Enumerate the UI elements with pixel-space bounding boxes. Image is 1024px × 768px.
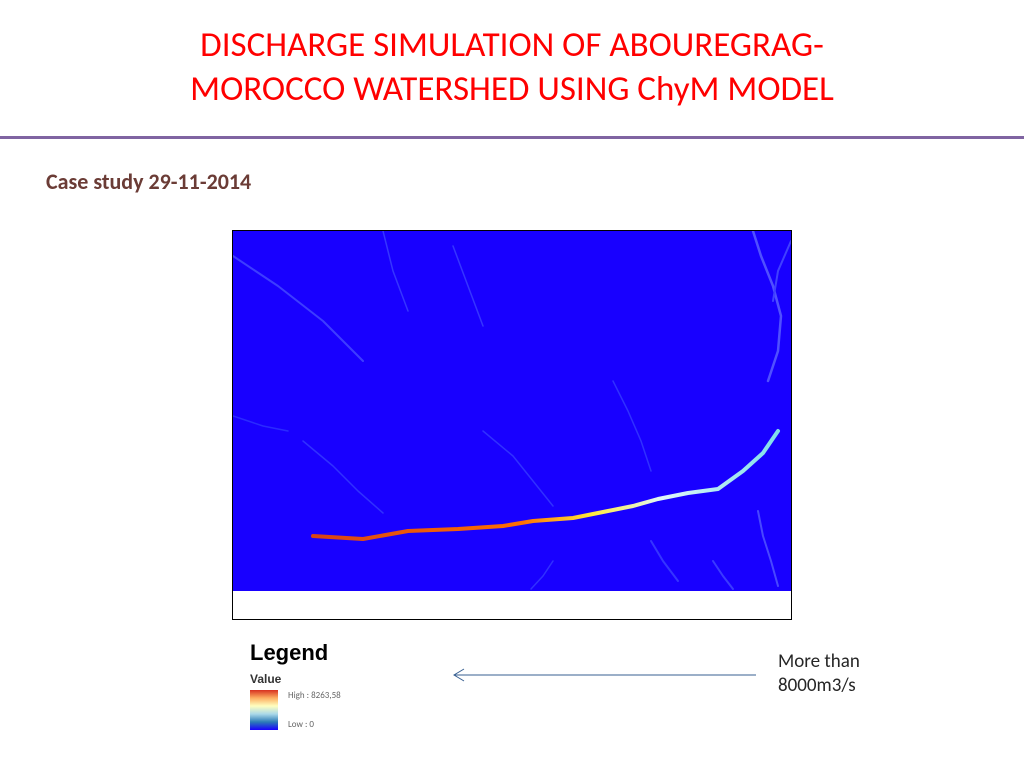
legend-subtitle: Value xyxy=(250,672,341,686)
map-svg xyxy=(233,231,791,591)
legend-title: Legend xyxy=(250,640,341,666)
legend-high-label: High : 8263,58 xyxy=(288,690,341,701)
title-line-2: MOROCCO WATERSHED USING ChyM MODEL xyxy=(0,68,1024,112)
legend-labels: High : 8263,58 Low : 0 xyxy=(288,690,341,730)
legend-gradient-swatch xyxy=(250,690,278,730)
annotation-text: More than 8000m3/s xyxy=(778,650,860,698)
legend: Legend Value High : 8263,58 Low : 0 xyxy=(250,640,341,730)
slide-title: DISCHARGE SIMULATION OF ABOUREGRAG- MORO… xyxy=(0,0,1024,130)
legend-swatch-row: High : 8263,58 Low : 0 xyxy=(250,690,341,730)
case-study-subtitle: Case study 29-11-2014 xyxy=(46,168,251,195)
annotation-line-1: More than xyxy=(778,650,860,673)
title-divider xyxy=(0,136,1024,139)
annotation-arrow xyxy=(446,665,756,685)
discharge-map xyxy=(233,231,791,591)
legend-low-label: Low : 0 xyxy=(288,719,341,730)
discharge-map-frame xyxy=(232,230,792,620)
annotation-line-2: 8000m3/s xyxy=(778,674,856,697)
title-line-1: DISCHARGE SIMULATION OF ABOUREGRAG- xyxy=(0,24,1024,68)
